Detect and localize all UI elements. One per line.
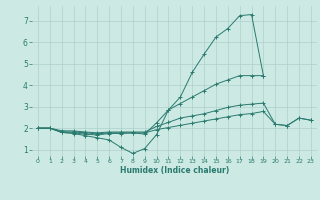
X-axis label: Humidex (Indice chaleur): Humidex (Indice chaleur) [120,166,229,175]
